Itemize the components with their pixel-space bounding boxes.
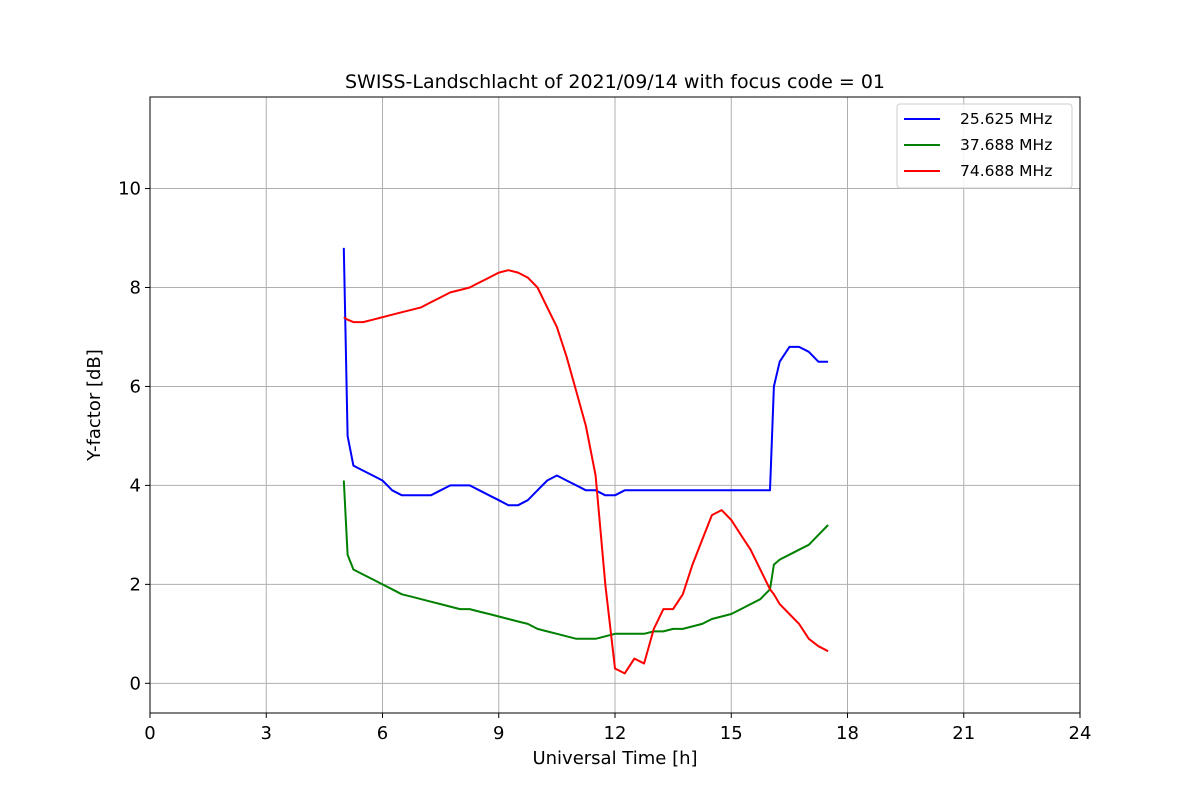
y-tick-label: 4 — [130, 475, 141, 496]
x-axis: 0 3 6 9 12 15 18 21 24 — [144, 713, 1091, 744]
x-tick-label: 12 — [604, 723, 627, 744]
y-tick-label: 10 — [118, 179, 141, 200]
x-tick-label: 24 — [1069, 723, 1092, 744]
series-line-37-688-mhz — [342, 480, 829, 640]
y-tick-label: 0 — [130, 673, 141, 694]
y-tick-label: 2 — [130, 574, 141, 595]
legend-label-25-625: 25.625 MHz — [960, 110, 1052, 128]
plot-lines — [342, 247, 829, 675]
legend-label-37-688: 37.688 MHz — [960, 136, 1052, 154]
legend-box — [896, 103, 1073, 189]
y-tick-label: 8 — [130, 277, 141, 298]
y-axis: 0 2 4 6 8 10 — [118, 179, 150, 694]
x-tick-label: 6 — [377, 723, 388, 744]
x-tick-label: 18 — [836, 723, 859, 744]
chart-title: SWISS-Landschlacht of 2021/09/14 with fo… — [345, 71, 885, 93]
y-tick-label: 6 — [130, 376, 141, 397]
x-tick-label: 3 — [261, 723, 272, 744]
legend-label-74-688: 74.688 MHz — [960, 162, 1052, 180]
x-tick-label: 9 — [493, 723, 504, 744]
x-tick-label: 21 — [952, 723, 975, 744]
y-axis-label: Y-factor [dB] — [84, 349, 105, 462]
series-line-74-688-mhz — [343, 269, 829, 675]
legend: 25.625 MHz 37.688 MHz 74.688 MHz — [896, 103, 1073, 189]
series-line-25-625-mhz — [342, 247, 829, 507]
x-tick-label: 0 — [144, 723, 155, 744]
x-tick-label: 15 — [720, 723, 743, 744]
x-axis-label: Universal Time [h] — [532, 748, 697, 769]
